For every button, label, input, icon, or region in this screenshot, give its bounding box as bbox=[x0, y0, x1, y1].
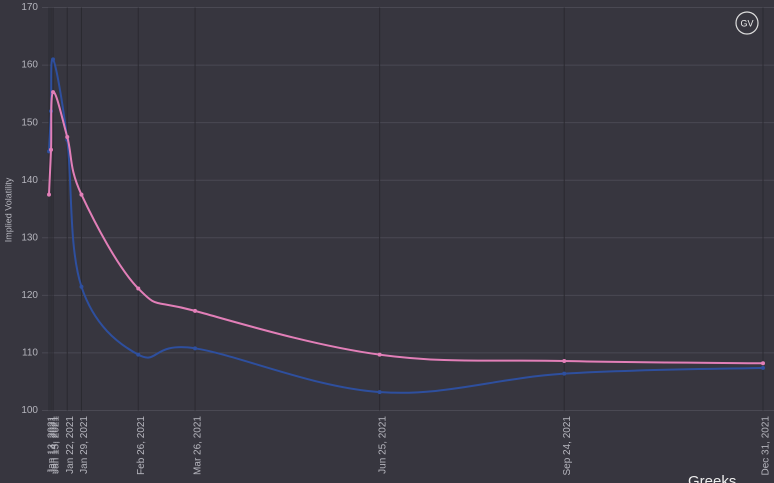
point bbox=[761, 361, 765, 366]
point bbox=[136, 352, 141, 357]
logo-badge bbox=[735, 11, 759, 35]
x-tick-label: Feb 26, 2021 bbox=[136, 416, 147, 475]
point bbox=[377, 352, 382, 357]
point bbox=[761, 365, 765, 370]
x-tick-label: Jan 15, 2021 bbox=[51, 416, 62, 474]
logo-text: GV bbox=[740, 18, 753, 28]
x-tick-label: Dec 31, 2021 bbox=[761, 416, 772, 476]
y-axis-label: Implied Volatility bbox=[3, 177, 13, 242]
point bbox=[47, 192, 51, 197]
x-tick-label: Mar 26, 2021 bbox=[193, 416, 204, 475]
x-tick-label: Jan 13, 2021 bbox=[47, 416, 58, 474]
y-tick-label: 130 bbox=[21, 232, 38, 243]
point bbox=[49, 147, 54, 152]
point bbox=[136, 286, 141, 291]
point bbox=[193, 308, 198, 313]
y-tick-label: 120 bbox=[21, 290, 38, 301]
y-tick-label: 110 bbox=[22, 348, 38, 359]
x-tick-label: Jan 22, 2021 bbox=[65, 416, 76, 474]
point bbox=[193, 346, 198, 351]
point bbox=[377, 390, 382, 395]
x-tick-label: Jun 25, 2021 bbox=[377, 416, 388, 474]
y-tick-label: 160 bbox=[21, 60, 38, 71]
point bbox=[562, 371, 567, 376]
point bbox=[65, 135, 70, 140]
watermark: Greeks bbox=[688, 473, 736, 483]
y-tick-label: 140 bbox=[21, 175, 38, 186]
point bbox=[79, 284, 84, 289]
x-tick-label: Jan 29, 2021 bbox=[79, 416, 90, 474]
point bbox=[51, 90, 56, 95]
x-tick-label: Jan 14, 2021 bbox=[49, 416, 60, 474]
y-tick-label: 150 bbox=[21, 117, 38, 128]
point bbox=[562, 358, 567, 363]
y-tick-label: 170 bbox=[21, 2, 38, 13]
y-tick-label: 100 bbox=[21, 405, 38, 416]
point bbox=[79, 192, 84, 197]
point bbox=[51, 57, 56, 62]
x-tick-label: Sep 24, 2021 bbox=[562, 416, 573, 476]
